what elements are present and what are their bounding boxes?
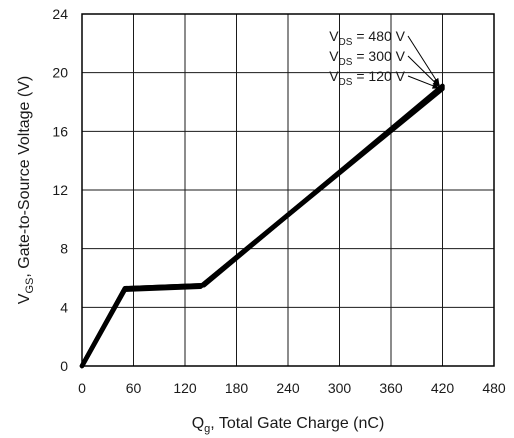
y-tick-label: 4: [60, 299, 68, 315]
annotation-label: VDS = 300 V: [329, 48, 405, 68]
grid: [81, 13, 495, 367]
x-axis-title: Qg, Total Gate Charge (nC): [192, 415, 385, 435]
x-tick-label: 360: [379, 380, 403, 396]
x-tick-label: 300: [328, 380, 352, 396]
annotation-label: VDS = 480 V: [329, 28, 405, 48]
x-tick-label: 240: [276, 380, 300, 396]
x-tick-labels: 0 60 120 180 240 300 360 420 480: [78, 380, 506, 396]
series-line-2: [79, 86, 445, 369]
x-tick-label: 480: [482, 380, 506, 396]
x-tick-label: 180: [225, 380, 249, 396]
y-axis-title: VGS, Gate-to-Source Voltage (V): [16, 76, 36, 304]
y-tick-label: 12: [52, 182, 68, 198]
series-lines: [79, 83, 445, 369]
x-tick-label: 60: [126, 380, 142, 396]
plot-frame: [81, 13, 495, 367]
series-line-1: [79, 85, 445, 369]
y-tick-label: 20: [52, 65, 68, 81]
y-tick-label: 24: [52, 6, 68, 22]
annotation-arrow: [407, 75, 440, 89]
x-tick-label: 420: [431, 380, 455, 396]
annotation-arrow: [407, 55, 440, 88]
annotation-label: VDS = 120 V: [329, 68, 405, 88]
x-tick-label: 120: [173, 380, 197, 396]
y-tick-label: 16: [52, 123, 68, 139]
y-tick-label: 8: [60, 241, 68, 257]
x-tick-label: 0: [78, 380, 86, 396]
series-line-0: [79, 83, 445, 369]
annotation-arrow: [407, 35, 440, 86]
y-tick-labels: 0 4 8 12 16 20 24: [52, 6, 68, 374]
y-tick-label: 0: [60, 358, 68, 374]
